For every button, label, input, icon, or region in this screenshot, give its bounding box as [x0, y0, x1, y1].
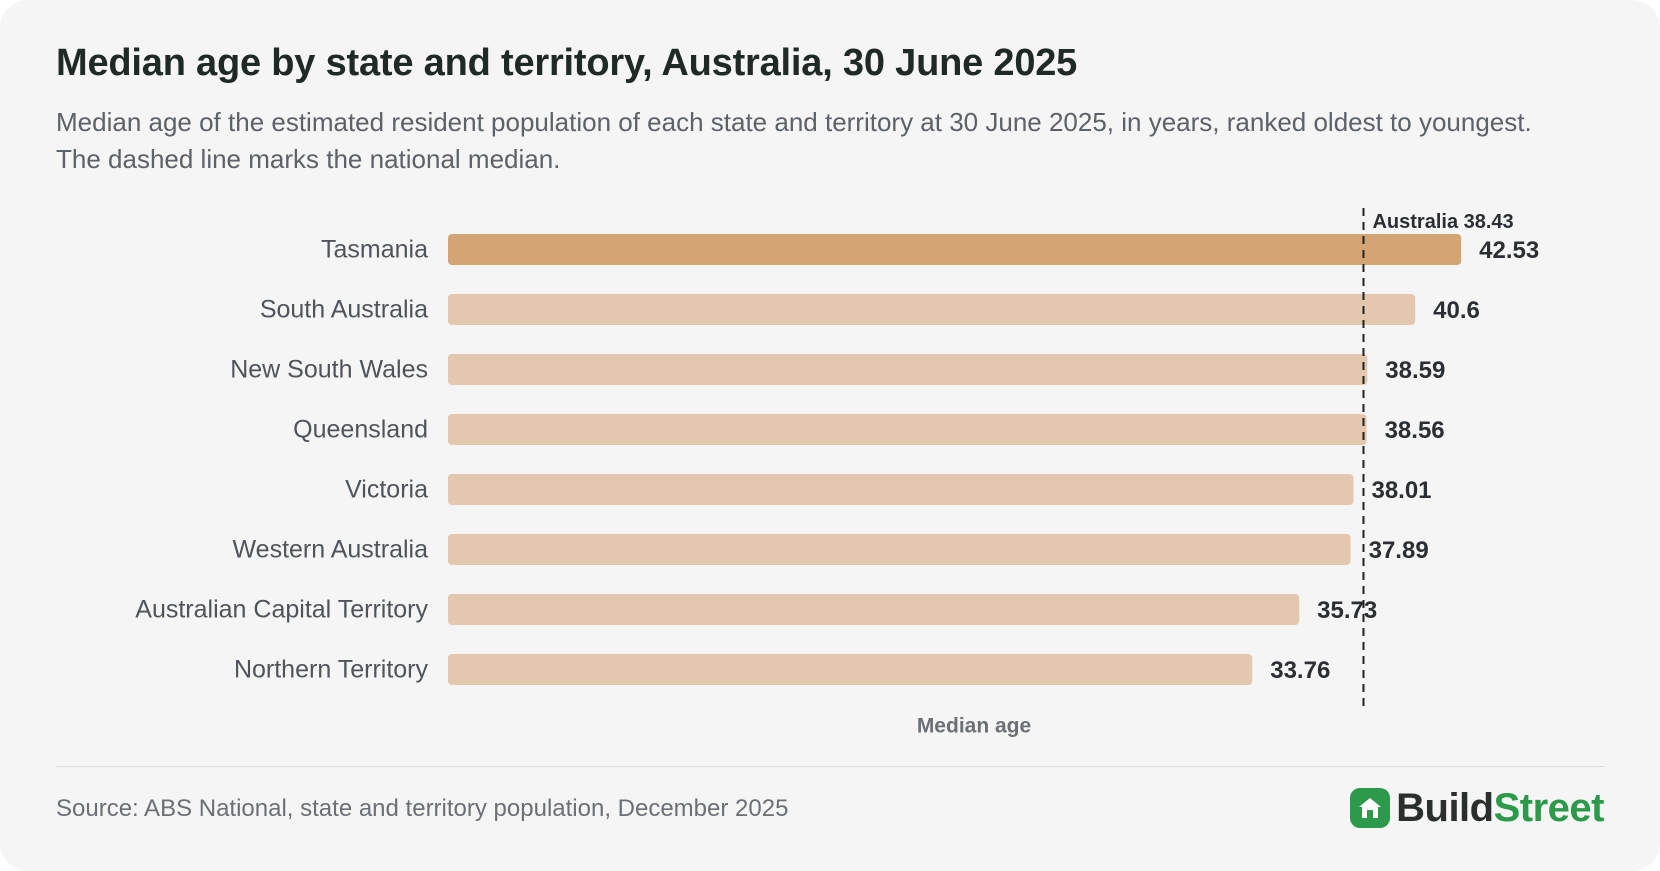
house-icon [1350, 788, 1391, 828]
value-label: 40.6 [1433, 297, 1480, 324]
category-label: Australian Capital Territory [135, 596, 428, 624]
category-label: South Australia [260, 296, 428, 324]
bar [448, 534, 1351, 565]
category-label: Western Australia [233, 536, 429, 564]
logo-street-text: Street [1493, 786, 1605, 830]
bar [448, 294, 1416, 325]
bar [448, 354, 1368, 385]
chart-subtitle: Median age of the estimated resident pop… [56, 107, 1532, 174]
bar [448, 594, 1300, 625]
category-label: Queensland [293, 416, 428, 444]
category-label: Northern Territory [234, 656, 429, 684]
value-label: 33.76 [1270, 657, 1330, 684]
value-label: 38.56 [1385, 417, 1445, 444]
bar [448, 414, 1367, 445]
value-label: 38.59 [1385, 357, 1445, 384]
bar [448, 654, 1253, 685]
bar-chart: Tasmania 42.53 South Australia 40.6 New Sout… [135, 208, 1539, 738]
category-label: Tasmania [321, 236, 428, 264]
chart-title: Median age by state and territory, Austr… [56, 42, 1078, 84]
value-label: 37.89 [1369, 537, 1429, 564]
buildstreet-logo: BuildStreet [1350, 786, 1605, 830]
source-note: Source: ABS National, state and territor… [56, 795, 789, 822]
bar [448, 234, 1462, 265]
category-label: Victoria [345, 476, 428, 504]
bar [448, 474, 1354, 505]
reference-line-label: Australia 38.43 [1372, 211, 1513, 233]
value-label: 35.73 [1317, 597, 1377, 624]
value-label: 38.01 [1371, 477, 1431, 504]
category-label: New South Wales [230, 356, 428, 384]
logo-wordmark: BuildStreet [1396, 786, 1604, 830]
x-axis-label: Median age [917, 715, 1031, 738]
footer-divider [56, 766, 1604, 767]
value-label: 42.53 [1479, 237, 1539, 264]
logo-build-text: Build [1396, 786, 1494, 830]
